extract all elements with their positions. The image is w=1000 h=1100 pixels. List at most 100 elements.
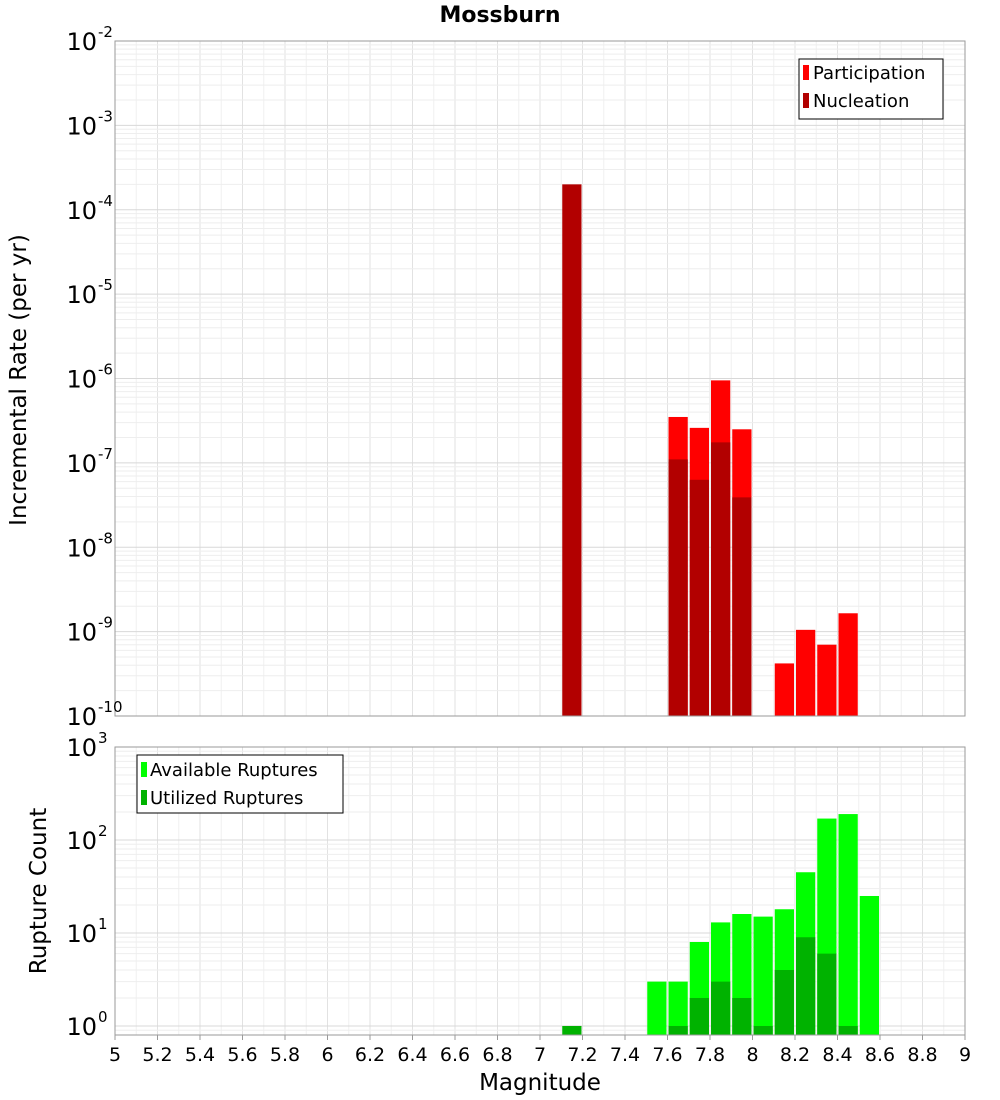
bottom-y-tick: 10 1 xyxy=(66,915,107,948)
y-tick-base: 10 xyxy=(66,734,97,762)
bottom-bar-available-ruptures xyxy=(838,814,858,1035)
x-tick-label: 8 xyxy=(746,1044,758,1066)
bottom-bar-utilized-ruptures xyxy=(753,1025,773,1035)
y-tick-exponent: -8 xyxy=(98,529,113,547)
top-bars xyxy=(562,184,858,717)
bottom-y-tick: 10 2 xyxy=(66,822,107,855)
x-tick-label: 5 xyxy=(109,1044,121,1066)
top-bar-nucleation xyxy=(562,184,582,717)
top-y-tick: 10 -7 xyxy=(66,445,113,478)
x-tick-label: 7.4 xyxy=(610,1044,640,1066)
y-tick-base: 10 xyxy=(66,619,97,647)
x-tick-label: 6.8 xyxy=(482,1044,512,1066)
bottom-y-axis-title: Rupture Count xyxy=(26,808,52,974)
legend-swatch-utilized-ruptures xyxy=(141,790,147,805)
x-tick-label: 6.4 xyxy=(397,1044,427,1066)
top-bar-participation xyxy=(774,663,794,716)
top-legend-box xyxy=(798,58,944,120)
top-bar-participation xyxy=(817,644,837,716)
top-y-tick: 10 -10 xyxy=(66,698,122,731)
y-tick-exponent: -10 xyxy=(98,698,123,716)
top-plot-frame xyxy=(114,40,966,717)
bottom-legend: Available Ruptures Utilized Ruptures xyxy=(136,754,344,814)
x-tick-label: 7.8 xyxy=(695,1044,725,1066)
bottom-legend-box xyxy=(136,754,344,814)
bottom-bar-utilized-ruptures xyxy=(796,937,816,1035)
x-tick-label: 8.2 xyxy=(780,1044,810,1066)
top-bar-participation xyxy=(796,629,816,716)
y-tick-base: 10 xyxy=(66,281,97,309)
y-tick-base: 10 xyxy=(66,920,97,948)
bottom-y-tick: 10 3 xyxy=(66,729,107,762)
legend-swatch-participation xyxy=(803,65,809,80)
x-axis-title: Magnitude xyxy=(479,1070,601,1096)
y-tick-base: 10 xyxy=(66,450,97,478)
legend-swatch-available-ruptures xyxy=(141,762,147,777)
y-tick-exponent: -4 xyxy=(98,192,113,210)
x-tick-label: 7.2 xyxy=(567,1044,597,1066)
top-y-tick: 10 -6 xyxy=(66,361,113,394)
x-tick-labels: 5 5.2 5.4 5.6 5.8 6 6.2 6.4 6.6 6.8 7 7.2 7.4 7.6 7.8 8… xyxy=(109,1035,971,1066)
bottom-bar-utilized-ruptures xyxy=(732,997,752,1035)
y-tick-exponent: -6 xyxy=(98,361,113,379)
top-gridlines xyxy=(114,40,966,717)
y-tick-exponent: -9 xyxy=(98,614,113,632)
y-tick-base: 10 xyxy=(66,534,97,562)
bottom-bar-available-ruptures xyxy=(647,981,667,1035)
bottom-bar-utilized-ruptures xyxy=(774,969,794,1035)
y-tick-exponent: 0 xyxy=(98,1008,108,1026)
y-tick-base: 10 xyxy=(66,703,97,731)
x-tick-label: 8.6 xyxy=(865,1044,895,1066)
y-tick-base: 10 xyxy=(66,28,97,56)
top-bar-participation xyxy=(838,613,858,716)
y-tick-base: 10 xyxy=(66,1013,97,1041)
y-tick-exponent: -3 xyxy=(98,107,113,125)
top-bar-nucleation xyxy=(668,459,688,716)
legend-label-participation: Participation xyxy=(813,63,925,84)
top-y-tick: 10 -8 xyxy=(66,529,113,562)
legend-label-available-ruptures: Available Ruptures xyxy=(150,760,318,781)
top-y-tick: 10 -3 xyxy=(66,107,113,140)
top-bar-nucleation xyxy=(711,442,731,716)
top-legend: Participation Nucleation xyxy=(798,58,944,120)
top-y-tick: 10 -5 xyxy=(66,276,113,309)
x-tick-label: 7 xyxy=(534,1044,546,1066)
legend-swatch-nucleation xyxy=(803,93,809,108)
bottom-bar-utilized-ruptures xyxy=(711,981,731,1035)
bottom-bar-utilized-ruptures xyxy=(689,997,709,1035)
x-tick-label: 8.8 xyxy=(907,1044,937,1066)
bottom-bar-utilized-ruptures xyxy=(817,953,837,1035)
bottom-bar-available-ruptures xyxy=(668,981,688,1035)
y-tick-exponent: -2 xyxy=(98,23,113,41)
y-tick-exponent: 2 xyxy=(98,822,108,840)
top-y-tick: 10 -2 xyxy=(66,23,113,56)
top-bar-nucleation xyxy=(689,479,709,716)
top-y-axis-title: Incremental Rate (per yr) xyxy=(6,234,32,526)
top-bar-nucleation xyxy=(732,497,752,716)
x-tick-label: 5.4 xyxy=(185,1044,215,1066)
x-tick-label: 5.6 xyxy=(227,1044,257,1066)
x-tick-label: 6.6 xyxy=(440,1044,470,1066)
y-tick-base: 10 xyxy=(66,366,97,394)
y-tick-base: 10 xyxy=(66,827,97,855)
y-tick-exponent: -7 xyxy=(98,445,113,463)
x-tick-label: 5.2 xyxy=(142,1044,172,1066)
bottom-bars xyxy=(562,814,879,1035)
x-tick-label: 5.8 xyxy=(270,1044,300,1066)
bottom-bar-available-ruptures xyxy=(859,895,879,1035)
y-tick-exponent: 3 xyxy=(98,729,108,747)
x-tick-label: 9 xyxy=(959,1044,971,1066)
legend-label-nucleation: Nucleation xyxy=(813,91,909,112)
x-tick-label: 8.4 xyxy=(822,1044,852,1066)
top-y-tick: 10 -9 xyxy=(66,614,113,647)
bottom-bar-utilized-ruptures xyxy=(562,1025,582,1035)
y-tick-base: 10 xyxy=(66,112,97,140)
bottom-bar-utilized-ruptures xyxy=(668,1025,688,1035)
chart-title: Mossburn xyxy=(439,3,560,28)
bottom-bar-available-ruptures xyxy=(753,916,773,1035)
x-tick-label: 6 xyxy=(321,1044,333,1066)
x-tick-label: 6.2 xyxy=(355,1044,385,1066)
